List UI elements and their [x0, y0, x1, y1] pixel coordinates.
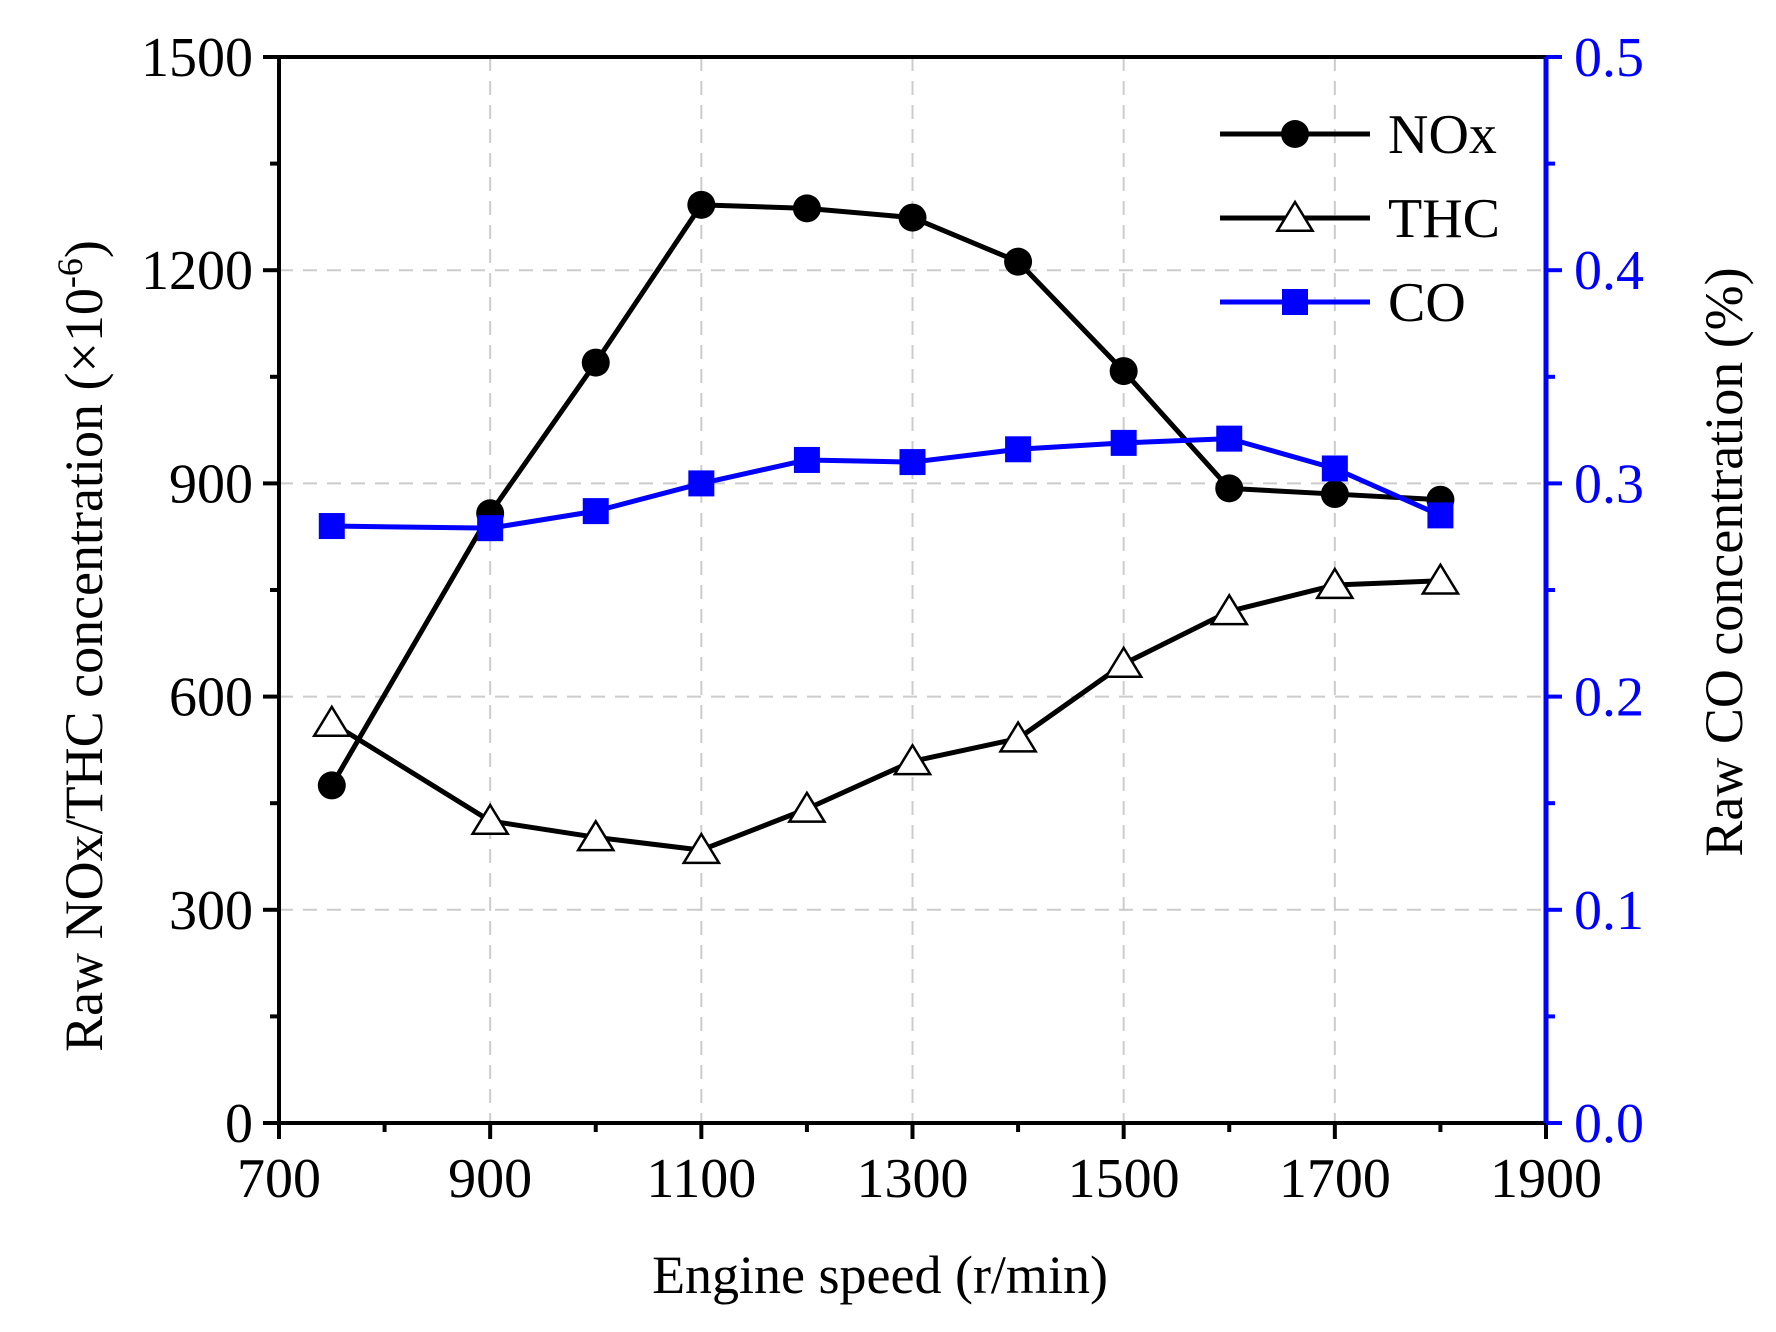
series-thc-point [787, 790, 827, 823]
series-nox-line [329, 202, 1441, 787]
series-nox-point [898, 203, 927, 232]
y-left-tick-label: 300 [169, 880, 253, 942]
legend-nox-marker [1281, 120, 1309, 148]
series-thc-point [892, 742, 933, 776]
y-axis-left-label-close: ) [54, 240, 114, 258]
y-left-tick-label: 900 [169, 453, 253, 515]
legend-co-marker [1282, 289, 1308, 315]
y-right-tick-label: 0.0 [1574, 1093, 1644, 1155]
x-tick-label: 1500 [1068, 1148, 1180, 1210]
y-left-tick-label: 0 [225, 1093, 253, 1155]
series-thc-point [575, 818, 616, 852]
series-co-point [582, 498, 609, 525]
x-tick-label: 1100 [646, 1148, 756, 1210]
series-nox-point [1004, 247, 1033, 276]
series-thc-point [311, 704, 352, 737]
tick-labels: 700 900 1100 1300 1500 1700 1900 0 300 600 900 1200… [141, 27, 1644, 1210]
legend: NOx THC CO [1220, 104, 1500, 334]
x-tick-label: 1300 [857, 1148, 969, 1210]
y-left-tick-label: 600 [169, 667, 253, 729]
series-nox-point [1215, 474, 1244, 503]
y-axis-left-label: Raw NOx/THC concentration (×10-6) [50, 240, 114, 1052]
x-tick-label: 900 [448, 1148, 532, 1210]
y-left-tick-label: 1500 [141, 27, 253, 89]
y-right-tick-label: 0.1 [1574, 880, 1644, 942]
legend-thc-label: THC [1388, 188, 1500, 250]
series-nox-point [687, 190, 716, 219]
series-nox-point [581, 348, 610, 377]
series-thc-point [470, 802, 510, 836]
y-axis-left-label-exponent: -6 [50, 258, 90, 288]
x-tick-label: 1900 [1490, 1148, 1602, 1210]
x-tick-label: 1700 [1279, 1148, 1391, 1210]
x-tick-label: 700 [237, 1148, 321, 1210]
y-axis-left-label-main: Raw NOx/THC concentration (×10 [54, 288, 114, 1052]
series-co-point [1216, 425, 1243, 452]
series-thc-point [1420, 562, 1461, 595]
y-axis-right-label: Raw CO concentration (%) [1694, 267, 1754, 856]
series-co-point [477, 515, 504, 542]
series-co-point [793, 446, 820, 473]
series-thc-point [681, 831, 722, 865]
legend-nox-label: NOx [1388, 104, 1497, 166]
series-co-point [1005, 436, 1032, 463]
series-layer [311, 190, 1461, 865]
series-thc-line [330, 578, 1441, 853]
y-right-tick-label: 0.4 [1574, 240, 1644, 302]
y-right-tick-label: 0.5 [1574, 27, 1644, 89]
y-right-tick-label: 0.3 [1574, 453, 1644, 515]
x-axis-label: Engine speed (r/min) [652, 1245, 1108, 1305]
series-thc-point [1209, 592, 1250, 626]
series-co-point [899, 449, 926, 476]
series-co-point [688, 470, 715, 497]
legend-co-label: CO [1388, 272, 1466, 334]
axes [263, 55, 1562, 1139]
series-nox-point [1320, 480, 1349, 509]
legend-thc-marker [1275, 199, 1315, 233]
series-co-point [1427, 502, 1454, 529]
series-nox-point [792, 194, 821, 223]
series-nox-point [317, 771, 346, 800]
series-co-point [1321, 455, 1348, 482]
y-left-tick-label: 1200 [141, 240, 253, 302]
y-right-tick-label: 0.2 [1574, 667, 1644, 729]
series-co-point [318, 513, 345, 540]
series-thc-point [1315, 566, 1355, 600]
series-thc-point [998, 720, 1038, 753]
series-nox-point [1109, 357, 1138, 386]
series-thc-point [1103, 645, 1144, 678]
series-co-point [1110, 429, 1137, 456]
